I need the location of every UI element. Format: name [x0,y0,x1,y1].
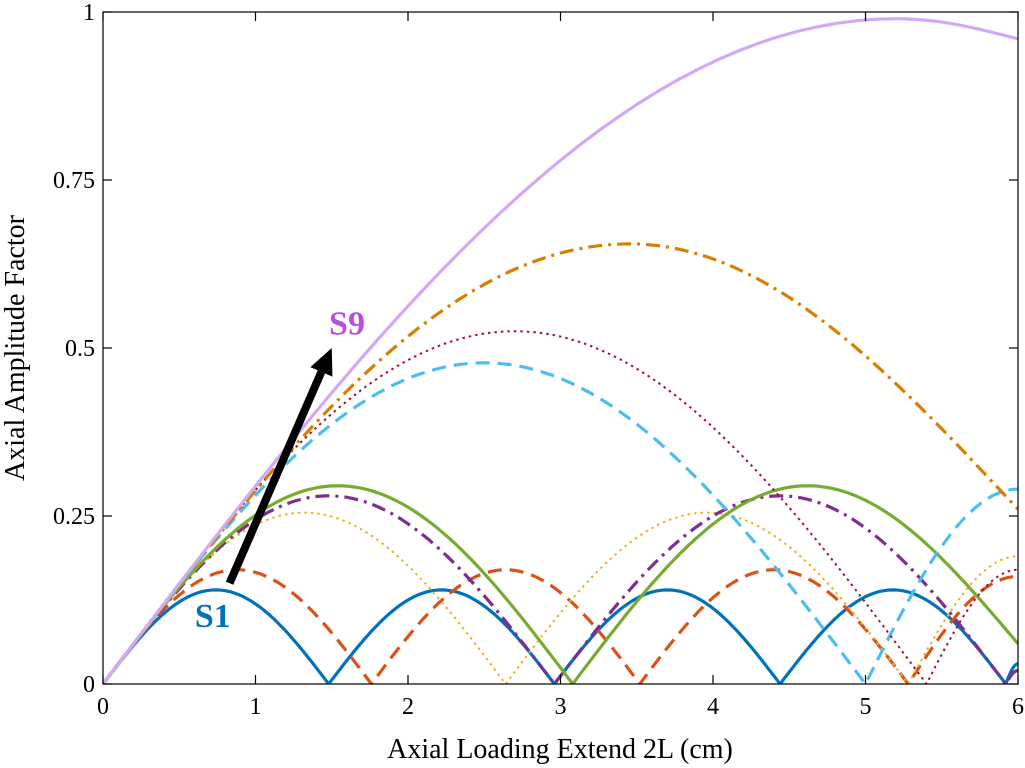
annotation-s9: S9 [329,306,365,343]
series-4-line [103,494,1018,684]
plot-background [103,12,1018,684]
annotation-layer: S1 S9 [195,306,365,635]
arrow-shaft [225,370,326,585]
y-tick-label: 0.25 [53,504,95,530]
x-tick-label: 1 [250,694,262,720]
y-tick-label: 0 [83,672,95,698]
series-1-line [103,588,1018,684]
x-tick-label: 3 [555,694,567,720]
series-2-line [103,568,1018,684]
arrow-layer [225,348,333,585]
arrow-head [310,348,333,377]
x-tick-label: 6 [1012,694,1024,720]
series-6-line [103,361,1018,684]
y-axis-label: Axial Amplitude Factor [0,214,31,481]
annotation-s1: S1 [195,598,231,635]
x-axis-label: Axial Loading Extend 2L (cm) [387,734,733,765]
x-tick-label: 2 [402,694,414,720]
tick-layer: 0 1 2 3 4 5 6 0 0.25 0.5 0.75 1 [53,0,1024,720]
x-tick-label: 0 [97,694,109,720]
series-9-line [103,17,1018,684]
x-tick-label: 5 [860,694,872,720]
series-3-line [103,511,1018,684]
y-tick-label: 0.75 [53,168,95,194]
y-tick-label: 0.5 [65,336,95,362]
y-tick-label: 1 [83,0,95,26]
x-tick-label: 4 [707,694,719,720]
